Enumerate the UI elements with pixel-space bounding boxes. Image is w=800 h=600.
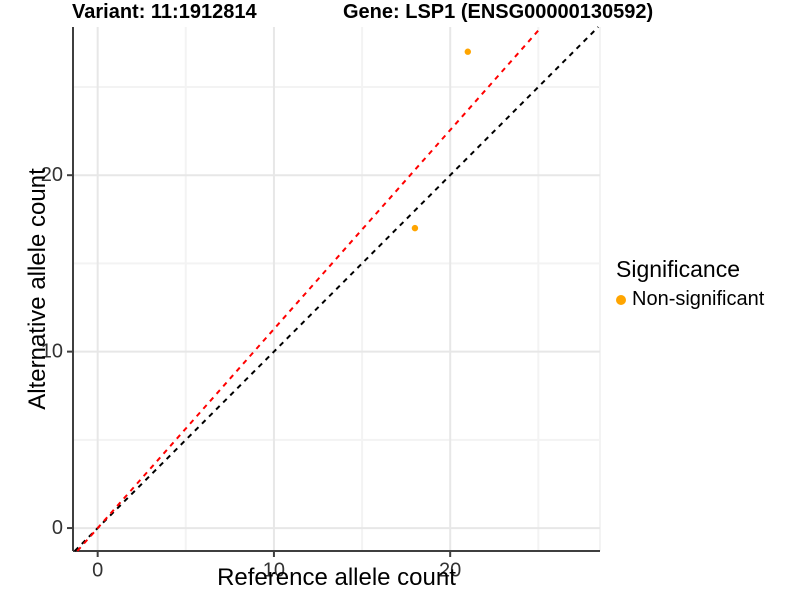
y-tick-label: 0	[52, 517, 63, 539]
legend: Significance Non-significant	[616, 256, 764, 311]
y-tick-label: 20	[41, 164, 63, 186]
legend-entry: Non-significant	[616, 288, 764, 311]
x-tick-label: 0	[92, 560, 103, 582]
data-point	[464, 48, 472, 55]
legend-entry-label: Non-significant	[632, 288, 765, 310]
plot-title-variant: Variant: 11:1912814	[72, 1, 257, 23]
legend-title: Significance	[616, 256, 741, 282]
x-tick-label: 10	[263, 560, 285, 582]
plot-title-gene: Gene: LSP1 (ENSG00000130592)	[343, 1, 654, 23]
alt-ref-ratio-line	[76, 26, 543, 552]
x-axis-title: Reference allele count	[217, 564, 456, 591]
y-axis-title: Alternative allele count	[24, 168, 51, 410]
data-point	[411, 224, 419, 232]
identity-line	[74, 26, 599, 552]
legend-point-icon	[616, 294, 626, 305]
y-tick-label: 10	[41, 341, 63, 363]
x-tick-label: 20	[439, 560, 461, 582]
